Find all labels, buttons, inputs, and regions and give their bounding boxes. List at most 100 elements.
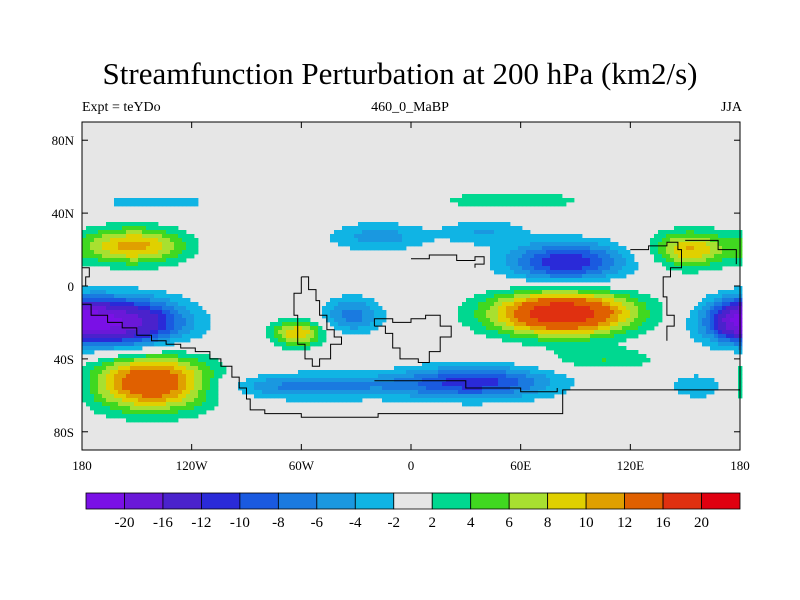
field-cell xyxy=(566,278,571,283)
field-cell xyxy=(590,314,595,319)
field-cell xyxy=(406,394,411,399)
field-cell xyxy=(434,394,439,399)
field-cell xyxy=(146,418,151,423)
field-cell xyxy=(158,410,163,415)
field-cell xyxy=(130,394,135,399)
field-cell xyxy=(442,234,447,239)
field-cell xyxy=(534,382,539,387)
field-cell xyxy=(502,366,507,371)
field-cell xyxy=(598,258,603,263)
field-cell xyxy=(298,386,303,391)
field-cell xyxy=(154,398,159,403)
field-cell xyxy=(610,342,615,347)
field-cell xyxy=(542,386,547,391)
field-cell xyxy=(358,222,363,227)
field-cell xyxy=(186,310,191,315)
field-cell xyxy=(542,234,547,239)
field-cell xyxy=(298,318,303,323)
colorbar-label: 4 xyxy=(467,515,475,531)
field-cell xyxy=(198,394,203,399)
field-cell xyxy=(286,386,291,391)
field-cell xyxy=(190,374,195,379)
field-cell xyxy=(478,306,483,311)
field-cell xyxy=(566,346,571,351)
field-cell xyxy=(578,278,583,283)
field-cell xyxy=(606,238,611,243)
field-cell xyxy=(462,390,467,395)
field-cell xyxy=(174,246,179,251)
field-cell xyxy=(418,234,423,239)
field-cell xyxy=(594,270,599,275)
field-cell xyxy=(510,374,515,379)
field-cell xyxy=(494,202,499,207)
field-cell xyxy=(614,358,619,363)
field-cell xyxy=(122,230,127,235)
field-cell xyxy=(458,378,463,383)
field-cell xyxy=(642,330,647,335)
field-cell xyxy=(190,402,195,407)
field-cell xyxy=(142,326,147,331)
field-cell xyxy=(558,302,563,307)
field-cell xyxy=(94,334,99,339)
field-cell xyxy=(138,370,143,375)
field-cell xyxy=(190,310,195,315)
field-cell xyxy=(562,290,567,295)
field-cell xyxy=(134,418,139,423)
field-cell xyxy=(202,354,207,359)
field-cell xyxy=(698,310,703,315)
field-cell xyxy=(538,394,543,399)
field-cell xyxy=(154,402,159,407)
field-cell xyxy=(274,394,279,399)
field-cell xyxy=(606,294,611,299)
field-cell xyxy=(318,342,323,347)
field-cell xyxy=(590,350,595,355)
field-cell xyxy=(534,270,539,275)
field-cell xyxy=(130,254,135,259)
field-cell xyxy=(150,362,155,367)
field-cell xyxy=(498,314,503,319)
field-cell xyxy=(490,398,495,403)
field-cell xyxy=(162,414,167,419)
field-cell xyxy=(602,322,607,327)
field-cell xyxy=(734,286,739,291)
field-cell xyxy=(130,402,135,407)
field-cell xyxy=(722,306,727,311)
field-cell xyxy=(718,298,723,303)
field-cell xyxy=(198,334,203,339)
field-cell xyxy=(514,294,519,299)
field-cell xyxy=(122,342,127,347)
field-cell xyxy=(714,230,719,235)
field-cell xyxy=(462,394,467,399)
field-cell xyxy=(454,374,459,379)
field-cell xyxy=(118,222,123,227)
field-cell xyxy=(562,270,567,275)
field-cell xyxy=(138,398,143,403)
field-cell xyxy=(314,334,319,339)
field-cell xyxy=(574,250,579,255)
field-cell xyxy=(390,394,395,399)
field-cell xyxy=(458,310,463,315)
field-cell xyxy=(262,394,267,399)
field-cell xyxy=(370,242,375,247)
field-cell xyxy=(106,374,111,379)
field-cell xyxy=(706,254,711,259)
field-cell xyxy=(566,246,571,251)
field-cell xyxy=(570,338,575,343)
field-cell xyxy=(86,242,91,247)
field-cell xyxy=(434,234,439,239)
field-cell xyxy=(734,342,739,347)
field-cell xyxy=(130,378,135,383)
field-cell xyxy=(126,310,131,315)
field-cell xyxy=(734,350,739,355)
field-cell xyxy=(622,354,627,359)
field-cell xyxy=(722,250,727,255)
field-cell xyxy=(82,350,87,355)
field-cell xyxy=(398,242,403,247)
field-cell xyxy=(418,370,423,375)
field-cell xyxy=(406,386,411,391)
field-cell xyxy=(358,238,363,243)
field-cell xyxy=(630,270,635,275)
field-cell xyxy=(170,250,175,255)
field-cell xyxy=(698,386,703,391)
field-cell xyxy=(490,222,495,227)
